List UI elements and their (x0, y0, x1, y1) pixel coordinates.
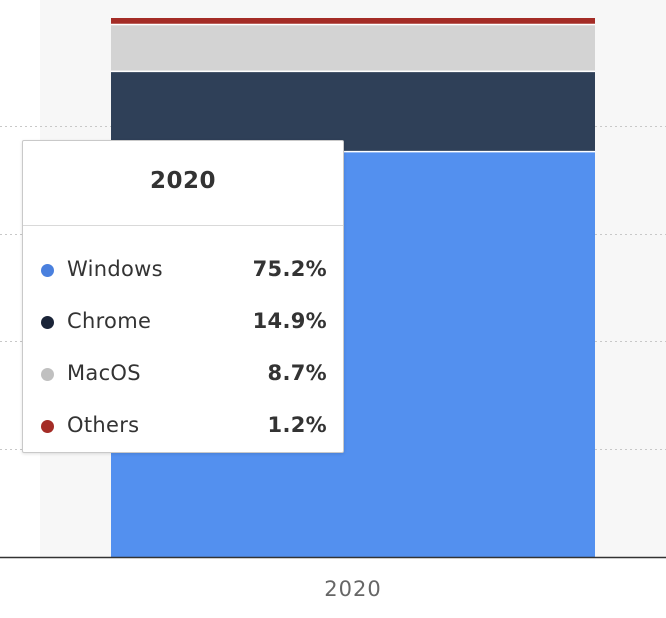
bar-segment-others (111, 18, 595, 25)
tooltip-row-chrome: Chrome 14.9% (23, 307, 343, 337)
x-tick-label: 2020 (324, 577, 381, 601)
tooltip-title: 2020 (149, 168, 216, 194)
tooltip-series-label: Windows (67, 257, 163, 281)
tooltip-series-label: MacOS (67, 361, 141, 385)
tooltip-row-others: Others 1.2% (23, 411, 343, 441)
tooltip-row-windows: Windows 75.2% (23, 255, 343, 285)
tooltip-row-macos: MacOS 8.7% (23, 359, 343, 389)
tooltip-series-value: 14.9% (252, 309, 327, 333)
tooltip-series-value: 8.7% (267, 361, 327, 385)
tooltip-series-label: Others (67, 413, 140, 437)
chart-tooltip: 2020 Windows 75.2% Chrome 14.9% MacOS 8.… (22, 140, 344, 453)
bar-segment-chrome (111, 71, 595, 152)
tooltip-divider (23, 225, 343, 226)
series-dot-icon (41, 316, 54, 329)
tooltip-series-value: 75.2% (252, 257, 327, 281)
series-dot-icon (41, 368, 54, 381)
bar-segment-macos (111, 24, 595, 72)
tooltip-series-value: 1.2% (267, 413, 327, 437)
series-dot-icon (41, 264, 54, 277)
tooltip-series-label: Chrome (67, 309, 152, 333)
series-dot-icon (41, 420, 54, 433)
